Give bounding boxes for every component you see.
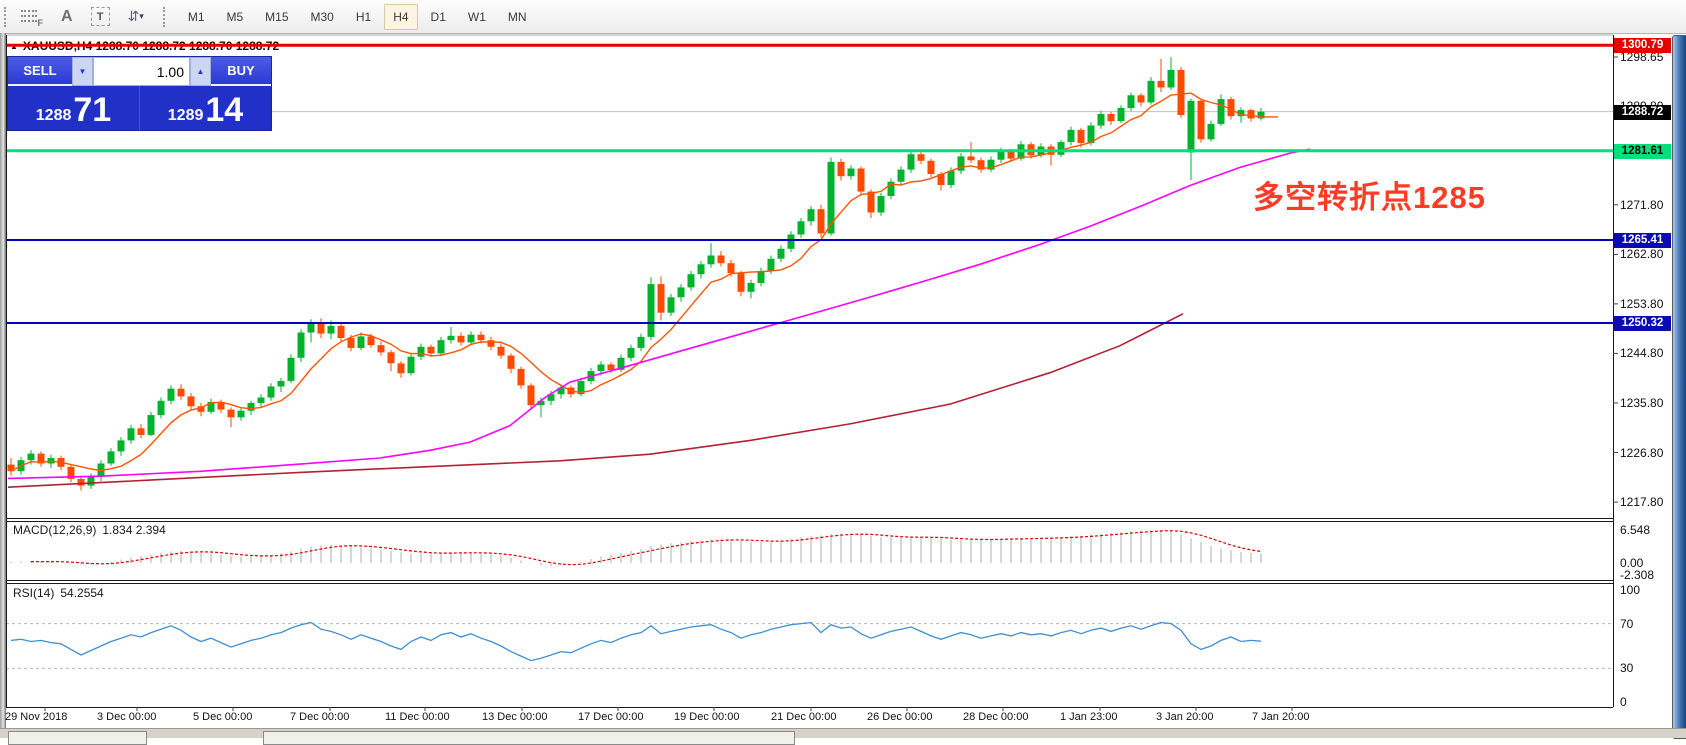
bid-price-display: 1288 71 (8, 86, 139, 130)
time-tick-label: 13 Dec 00:00 (482, 711, 548, 723)
toolbar-separator (162, 6, 171, 27)
timeframe-button-h4[interactable]: H4 (384, 3, 418, 30)
time-tick-label: 26 Dec 00:00 (867, 711, 933, 723)
arrange-arrows-icon[interactable]: ⇵ ▾ (128, 8, 144, 25)
volume-decrease-button[interactable]: ▼ (72, 57, 93, 86)
text-letter-icon[interactable]: A (61, 7, 73, 25)
rsi-tick: 30 (1620, 661, 1634, 676)
timeframe-button-h1[interactable]: H1 (355, 9, 372, 24)
volume-input[interactable]: 1.00 (93, 57, 190, 86)
time-tick-label: 7 Dec 00:00 (290, 711, 350, 723)
macd-tick: 0.00 (1620, 556, 1644, 570)
arrows-glyph: ⇵ (127, 8, 140, 24)
rsi-tick: 0 (1620, 695, 1627, 709)
dropdown-caret-icon[interactable]: ▾ (139, 11, 144, 21)
macd-tick: -2.308 (1620, 567, 1655, 582)
time-tick-label: 11 Dec 00:00 (385, 711, 450, 723)
buy-button[interactable]: BUY (211, 57, 271, 86)
volume-increase-button[interactable]: ▲ (190, 57, 211, 86)
price-badge: 1250.32 (1614, 316, 1671, 332)
timeframe-button-m5[interactable]: M5 (226, 9, 244, 24)
fibonacci-grid-icon[interactable]: F (21, 8, 43, 28)
rsi-tick: 100 (1620, 583, 1641, 597)
one-click-trade-panel: SELL ▼ 1.00 ▲ BUY 1288 71 1289 14 (8, 57, 271, 130)
timeframe-button-d1[interactable]: D1 (430, 9, 446, 24)
price-badge: 1281.61 (1614, 143, 1671, 159)
sell-button[interactable]: SELL (8, 57, 72, 86)
price-tick: 1262.80 (1620, 247, 1664, 262)
price-tick: 1271.80 (1620, 197, 1664, 212)
price-badge: 1265.41 (1614, 232, 1671, 248)
time-tick-label: 5 Dec 00:00 (193, 711, 253, 723)
time-tick-label: 19 Dec 00:00 (674, 711, 740, 723)
timeframe-button-m30[interactable]: M30 (310, 9, 334, 24)
timeframe-button-w1[interactable]: W1 (467, 9, 486, 24)
top-toolbar: F A T ⇵ ▾ M1 M5 M15 M30 H1 H4 D1 W1 MN (0, 0, 1686, 34)
price-tick: 1217.80 (1620, 495, 1664, 510)
price-tick: 1235.80 (1620, 395, 1664, 410)
chart-annotation-text: 多空转折点1285 (1253, 180, 1486, 215)
time-tick-label: 3 Dec 00:00 (97, 711, 157, 723)
timeframe-button-group: M1 M5 M15 M30 H1 H4 D1 W1 MN (177, 3, 538, 30)
text-label-icon[interactable]: T (90, 7, 110, 26)
price-tick: 1244.80 (1620, 346, 1664, 361)
rsi-tick: 70 (1620, 616, 1634, 631)
price-tick: 1298.65 (1620, 50, 1664, 64)
time-tick-label: 28 Dec 00:00 (963, 711, 1029, 723)
time-tick-label: 29 Nov 2018 (5, 711, 68, 723)
rsi-indicator-label: RSI(14) 54.2554 (13, 586, 104, 600)
time-tick-label: 7 Jan 20:00 (1252, 711, 1310, 723)
price-badge: 1288.72 (1614, 104, 1671, 120)
macd-indicator-label: MACD(12,26,9) 1.834 2.394 (13, 523, 166, 537)
window-left-frame (0, 33, 6, 737)
price-tick: 1253.80 (1620, 296, 1664, 311)
timeframe-button-m1[interactable]: M1 (187, 9, 205, 24)
timeframe-button-m15[interactable]: M15 (265, 9, 289, 24)
time-tick-label: 17 Dec 00:00 (578, 711, 644, 723)
toolbar-drag-handle[interactable] (4, 6, 12, 27)
price-badge: 1300.79 (1614, 38, 1671, 54)
ask-price-display: 1289 14 (139, 86, 271, 130)
timeframe-button-mn[interactable]: MN (507, 9, 527, 24)
time-tick-label: 21 Dec 00:00 (771, 711, 837, 723)
price-tick: 1226.80 (1620, 445, 1664, 460)
time-tick-label: 3 Jan 20:00 (1156, 711, 1214, 723)
time-tick-label: 1 Jan 23:00 (1060, 711, 1118, 723)
macd-tick: 6.548 (1620, 522, 1651, 537)
